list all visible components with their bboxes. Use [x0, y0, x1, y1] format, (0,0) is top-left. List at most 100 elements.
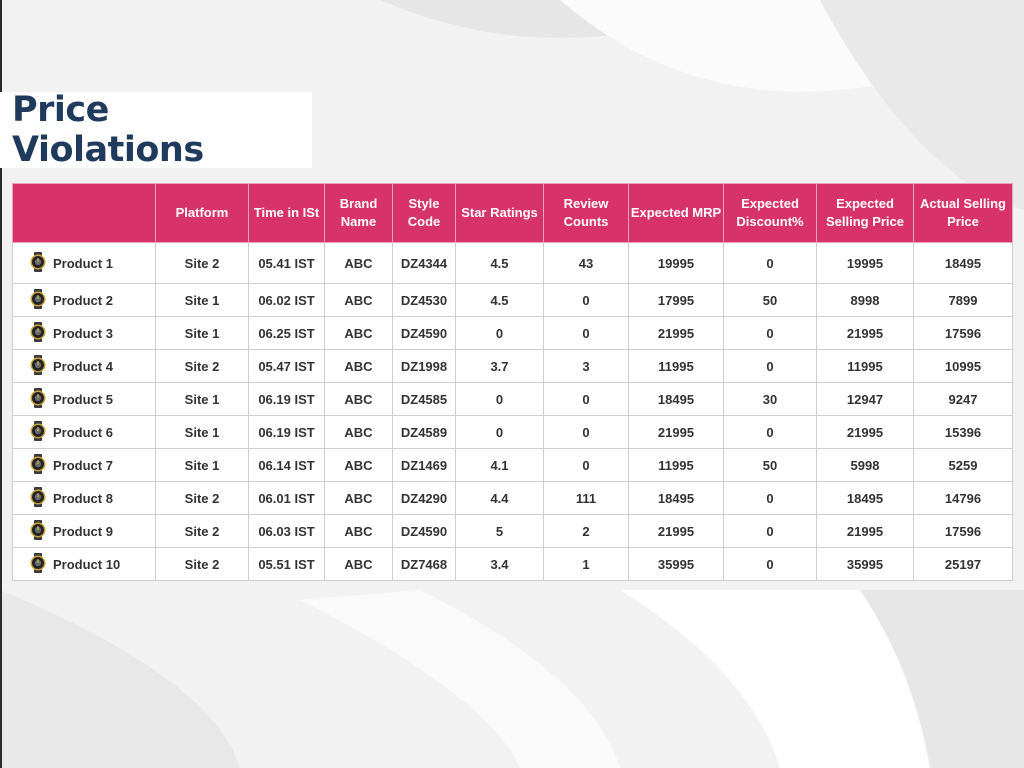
cell-style-code: DZ4344 — [392, 242, 456, 284]
cell-expected-discount: 0 — [723, 481, 817, 515]
cell-expected-discount: 0 — [723, 415, 817, 449]
cell-expected-discount: 0 — [723, 514, 817, 548]
product-name: Product 9 — [53, 523, 113, 539]
watch-icon — [29, 288, 47, 312]
table-row: Product 4 Site 2 05.47 IST ABC DZ1998 3.7 3 119… — [12, 349, 1013, 383]
cell-platform: Site 1 — [155, 415, 249, 449]
cell-product: Product 3 — [12, 316, 156, 350]
header-actual-selling-price: Actual Selling Price — [913, 183, 1013, 243]
cell-expected-mrp: 17995 — [628, 283, 724, 317]
cell-brand: ABC — [324, 415, 393, 449]
header-brand: Brand Name — [324, 183, 393, 243]
cell-review-count: 0 — [543, 415, 629, 449]
cell-actual-selling-price: 14796 — [913, 481, 1013, 515]
cell-star-rating: 4.4 — [455, 481, 544, 515]
cell-brand: ABC — [324, 242, 393, 284]
product-name: Product 2 — [53, 292, 113, 308]
table-row: Product 7 Site 1 06.14 IST ABC DZ1469 4.1 0 119… — [12, 448, 1013, 482]
cell-expected-mrp: 21995 — [628, 415, 724, 449]
product-label: Product 9 — [13, 519, 155, 543]
table-row: Product 1 Site 2 05.41 IST ABC DZ4344 4.5 43 19… — [12, 242, 1013, 284]
product-name: Product 5 — [53, 391, 113, 407]
watch-icon — [29, 321, 47, 345]
cell-expected-selling-price: 5998 — [816, 448, 914, 482]
header-expected-selling-price: Expected Selling Price — [816, 183, 914, 243]
cell-star-rating: 5 — [455, 514, 544, 548]
cell-star-rating: 4.5 — [455, 283, 544, 317]
cell-star-rating: 0 — [455, 382, 544, 416]
cell-expected-selling-price: 21995 — [816, 514, 914, 548]
cell-style-code: DZ1469 — [392, 448, 456, 482]
cell-brand: ABC — [324, 514, 393, 548]
cell-platform: Site 1 — [155, 283, 249, 317]
product-name: Product 8 — [53, 490, 113, 506]
cell-brand: ABC — [324, 481, 393, 515]
cell-product: Product 5 — [12, 382, 156, 416]
cell-expected-selling-price: 19995 — [816, 242, 914, 284]
watch-icon — [29, 420, 47, 444]
cell-star-rating: 4.1 — [455, 448, 544, 482]
product-name: Product 3 — [53, 325, 113, 341]
cell-expected-selling-price: 21995 — [816, 415, 914, 449]
header-review-counts: Review Counts — [543, 183, 629, 243]
cell-actual-selling-price: 18495 — [913, 242, 1013, 284]
cell-platform: Site 1 — [155, 382, 249, 416]
header-expected-mrp: Expected MRP — [628, 183, 724, 243]
cell-actual-selling-price: 9247 — [913, 382, 1013, 416]
cell-product: Product 4 — [12, 349, 156, 383]
watch-icon — [29, 552, 47, 576]
cell-platform: Site 2 — [155, 547, 249, 581]
cell-review-count: 43 — [543, 242, 629, 284]
cell-star-rating: 0 — [455, 316, 544, 350]
cell-time: 05.41 IST — [248, 242, 325, 284]
watch-icon — [29, 251, 47, 275]
table-row: Product 9 Site 2 06.03 IST ABC DZ4590 5 2 21995… — [12, 514, 1013, 548]
cell-product: Product 6 — [12, 415, 156, 449]
cell-brand: ABC — [324, 283, 393, 317]
cell-review-count: 0 — [543, 283, 629, 317]
product-label: Product 8 — [13, 486, 155, 510]
cell-expected-selling-price: 8998 — [816, 283, 914, 317]
product-label: Product 3 — [13, 321, 155, 345]
cell-star-rating: 0 — [455, 415, 544, 449]
cell-style-code: DZ4589 — [392, 415, 456, 449]
cell-time: 06.25 IST — [248, 316, 325, 350]
product-label: Product 7 — [13, 453, 155, 477]
watch-icon — [29, 519, 47, 543]
table-row: Product 5 Site 1 06.19 IST ABC DZ4585 0 0 18495… — [12, 382, 1013, 416]
cell-style-code: DZ1998 — [392, 349, 456, 383]
header-time: Time in ISt — [248, 183, 325, 243]
cell-brand: ABC — [324, 349, 393, 383]
cell-expected-selling-price: 12947 — [816, 382, 914, 416]
cell-expected-discount: 30 — [723, 382, 817, 416]
table-row: Product 3 Site 1 06.25 IST ABC DZ4590 0 0 21995… — [12, 316, 1013, 350]
cell-platform: Site 1 — [155, 448, 249, 482]
product-name: Product 6 — [53, 424, 113, 440]
table-row: Product 10 Site 2 05.51 IST ABC DZ7468 3.4 1 35… — [12, 547, 1013, 581]
cell-brand: ABC — [324, 316, 393, 350]
cell-time: 05.47 IST — [248, 349, 325, 383]
cell-review-count: 0 — [543, 448, 629, 482]
cell-expected-mrp: 21995 — [628, 316, 724, 350]
cell-time: 06.19 IST — [248, 382, 325, 416]
product-name: Product 7 — [53, 457, 113, 473]
cell-platform: Site 1 — [155, 316, 249, 350]
cell-expected-selling-price: 18495 — [816, 481, 914, 515]
cell-style-code: DZ4585 — [392, 382, 456, 416]
cell-product: Product 2 — [12, 283, 156, 317]
product-name: Product 1 — [53, 255, 113, 271]
cell-expected-mrp: 18495 — [628, 481, 724, 515]
cell-expected-selling-price: 21995 — [816, 316, 914, 350]
cell-platform: Site 2 — [155, 514, 249, 548]
cell-expected-discount: 0 — [723, 547, 817, 581]
cell-style-code: DZ4290 — [392, 481, 456, 515]
cell-style-code: DZ7468 — [392, 547, 456, 581]
title-box: Price Violations — [0, 90, 312, 170]
table-row: Product 2 Site 1 06.02 IST ABC DZ4530 4.5 0 179… — [12, 283, 1013, 317]
cell-platform: Site 2 — [155, 349, 249, 383]
cell-actual-selling-price: 10995 — [913, 349, 1013, 383]
watch-icon — [29, 387, 47, 411]
cell-time: 06.03 IST — [248, 514, 325, 548]
header-expected-discount: Expected Discount% — [723, 183, 817, 243]
cell-time: 06.02 IST — [248, 283, 325, 317]
